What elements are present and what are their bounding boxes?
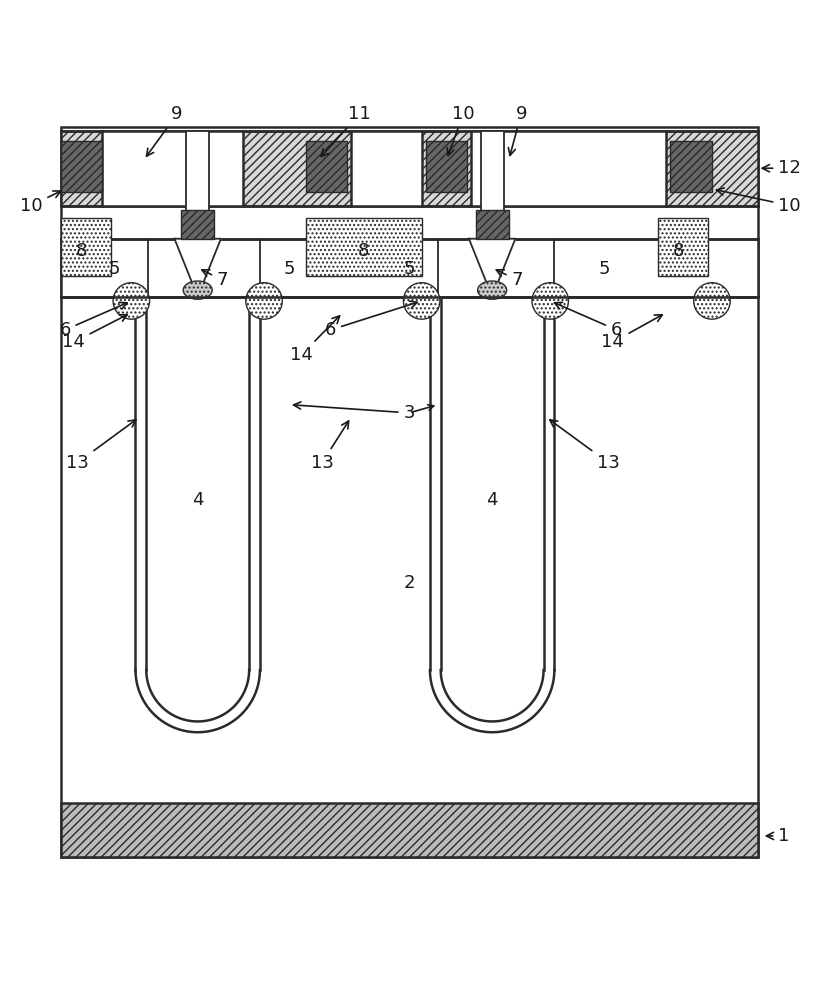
Bar	[103, 131, 243, 206]
Polygon shape	[469, 239, 515, 297]
Text: 5: 5	[599, 260, 610, 278]
Bar	[61, 131, 757, 206]
Circle shape	[403, 283, 440, 319]
Bar	[61, 239, 757, 297]
Text: 7: 7	[496, 270, 523, 289]
Text: 14: 14	[62, 315, 127, 351]
Text: 4: 4	[487, 491, 498, 509]
Bar	[671, 141, 712, 192]
Text: 7: 7	[202, 270, 228, 289]
Text: 13: 13	[66, 420, 136, 472]
Text: 5: 5	[403, 260, 415, 278]
Text: 8: 8	[76, 242, 88, 260]
Bar	[61, 803, 757, 857]
Bar	[476, 210, 509, 239]
Text: 13: 13	[311, 421, 349, 472]
Text: 2: 2	[403, 574, 415, 592]
Text: 9: 9	[509, 105, 527, 155]
Bar	[181, 210, 215, 239]
Bar	[352, 131, 422, 206]
Bar	[658, 218, 708, 276]
Ellipse shape	[478, 281, 507, 299]
Circle shape	[113, 283, 149, 319]
Text: 6: 6	[554, 302, 622, 339]
Circle shape	[532, 283, 569, 319]
Text: 14: 14	[601, 315, 662, 351]
Text: 5: 5	[109, 260, 120, 278]
Bar	[306, 218, 422, 276]
Bar	[306, 141, 347, 192]
Text: 4: 4	[192, 491, 204, 509]
Text: 13: 13	[549, 420, 620, 472]
Text: 11: 11	[321, 105, 371, 156]
Bar	[61, 218, 110, 276]
Circle shape	[694, 283, 730, 319]
Text: 12: 12	[762, 159, 802, 177]
Text: 10: 10	[716, 188, 801, 215]
Text: 8: 8	[358, 242, 369, 260]
Bar	[472, 131, 666, 206]
Bar	[480, 131, 504, 239]
Text: 6: 6	[59, 302, 127, 339]
Text: 5: 5	[283, 260, 295, 278]
Text: 14: 14	[290, 316, 340, 364]
Bar	[61, 141, 103, 192]
Text: 6: 6	[325, 301, 418, 339]
Text: 9: 9	[146, 105, 183, 156]
Text: 1: 1	[767, 827, 790, 845]
Polygon shape	[175, 239, 221, 297]
Bar	[61, 127, 757, 857]
Bar	[186, 131, 210, 239]
Text: 10: 10	[20, 191, 61, 215]
Bar	[426, 141, 468, 192]
Text: 3: 3	[294, 402, 415, 422]
Circle shape	[245, 283, 282, 319]
Ellipse shape	[183, 281, 212, 299]
Text: 8: 8	[673, 242, 685, 260]
Text: 10: 10	[448, 105, 474, 156]
